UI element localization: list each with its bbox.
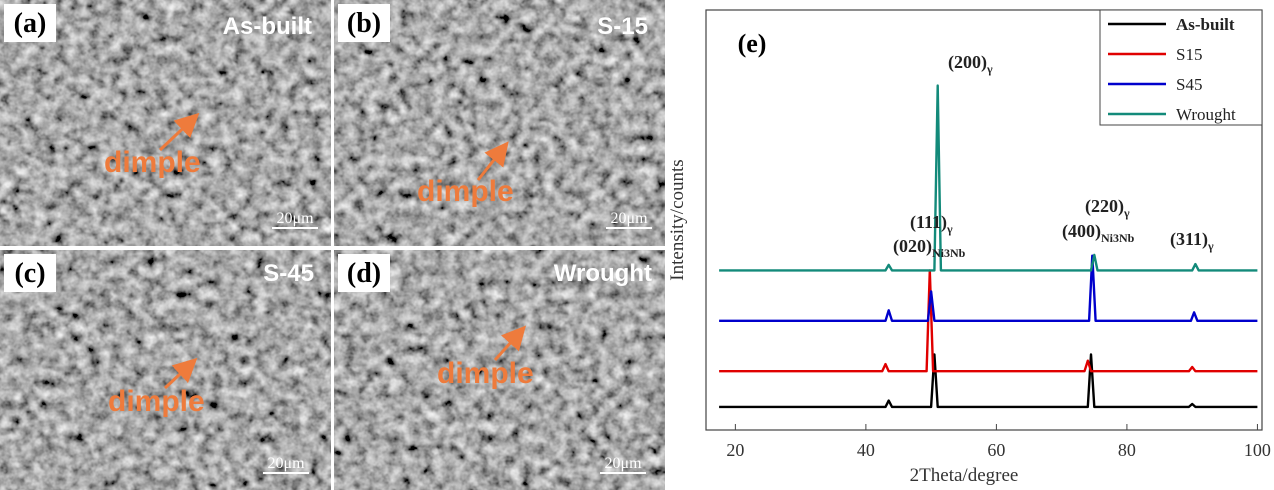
panel-title: S-45 — [263, 260, 314, 287]
legend-label: S45 — [1176, 75, 1202, 94]
peak-phase: γ — [986, 62, 993, 76]
peak-phase: γ — [946, 222, 953, 236]
peak-phase: γ — [1207, 239, 1214, 253]
x-tick-label: 20 — [726, 440, 744, 460]
y-axis-label: Intensity/counts — [667, 159, 688, 280]
peak-phase: Ni3Nb — [1101, 231, 1135, 245]
panel-label: (e) — [738, 29, 767, 58]
panel-title: Wrought — [554, 260, 652, 287]
peak-index: (020) — [893, 236, 932, 257]
x-tick-label: 80 — [1118, 440, 1136, 460]
peak-phase: γ — [1123, 206, 1130, 220]
dimple-label: dimple — [417, 175, 514, 208]
legend-label: As-built — [1176, 15, 1235, 34]
panel-label: (c) — [14, 258, 45, 289]
scale-label: 20μm — [604, 455, 642, 472]
dimple-label: dimple — [437, 357, 534, 390]
x-axis-label: 2Theta/degree — [910, 465, 1019, 486]
panel-label: (d) — [347, 258, 381, 289]
peak-phase: Ni3Nb — [932, 246, 966, 260]
panel-title: As-built — [223, 13, 312, 40]
peak-index: (400) — [1062, 221, 1101, 242]
dimple-label: dimple — [108, 385, 205, 418]
panel-label: (b) — [347, 8, 381, 39]
legend-label: S15 — [1176, 45, 1202, 64]
scale-label: 20μm — [267, 455, 305, 472]
x-tick-label: 100 — [1244, 440, 1271, 460]
figure: (a) As-built dimple 20μm (b) S-15 dimple 20μm (c… — [0, 0, 1274, 490]
dimple-label: dimple — [104, 146, 201, 179]
x-tick-label: 60 — [987, 440, 1005, 460]
peak-index: (220) — [1085, 196, 1124, 217]
legend-label: Wrought — [1176, 105, 1236, 124]
peak-index: (111) — [910, 212, 947, 233]
scale-label: 20μm — [610, 210, 648, 227]
scale-label: 20μm — [276, 210, 314, 227]
panel-title: S-15 — [597, 13, 648, 40]
peak-index: (311) — [1170, 229, 1208, 250]
x-tick-label: 40 — [857, 440, 875, 460]
panel-label: (a) — [14, 8, 47, 39]
peak-index: (200) — [948, 52, 987, 73]
